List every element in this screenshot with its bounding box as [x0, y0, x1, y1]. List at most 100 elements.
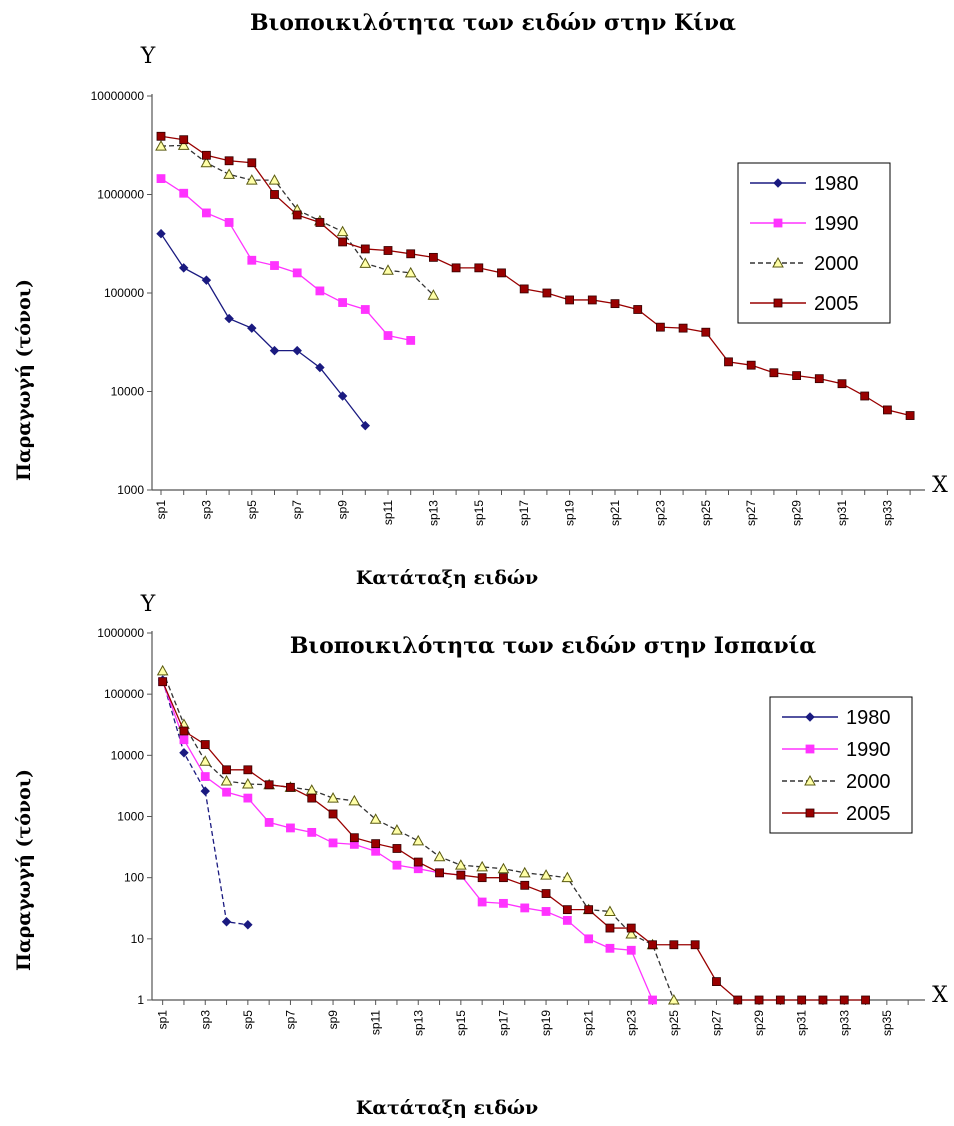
chart2-point-2000 — [455, 859, 467, 870]
chart1-point-1990 — [406, 336, 416, 345]
chart2-x-tick-label: sp29 — [752, 1010, 766, 1036]
chart2-series-line-2005 — [162, 681, 866, 1001]
chart2-point-2005 — [307, 793, 317, 803]
chart2-point-1990 — [243, 793, 253, 803]
chart2-point-2005 — [669, 940, 679, 950]
chart1-point-1980 — [224, 313, 234, 324]
chart2-legend-box — [769, 696, 913, 834]
chart2-x-tick-label: sp27 — [709, 1010, 723, 1036]
chart1-point-1990 — [270, 261, 279, 270]
chart1-x-tick-label: sp9 — [336, 500, 350, 520]
chart2-title: Βιοποικιλότητα των ειδών στην Ισπανία — [290, 633, 816, 659]
chart2-y-tick-label: 1 — [137, 993, 144, 1007]
chart2-point-1990 — [584, 934, 594, 944]
chart2-legend-label-2005: 2005 — [846, 803, 891, 825]
chart2-y-tick-label: 100 — [124, 871, 144, 885]
chart2-x-tick-label: sp11 — [369, 1010, 383, 1035]
chart1-y-tick-label: 10000000 — [91, 89, 145, 103]
chart1-x-tick-label: sp27 — [744, 500, 758, 526]
chart2-point-1990 — [179, 735, 189, 745]
chart2-point-2005 — [477, 873, 487, 883]
chart1-point-1990 — [224, 218, 234, 227]
chart2-point-2000 — [668, 993, 680, 1005]
chart2-point-2000 — [540, 869, 552, 880]
chart1-point-2005 — [701, 327, 711, 337]
chart2-point-1990 — [371, 846, 381, 856]
chart1-legend-label-1990: 1990 — [814, 213, 859, 235]
chart1-point-2005 — [406, 249, 416, 259]
chart1-point-2005 — [746, 360, 756, 370]
chart2-point-2005 — [733, 995, 743, 1005]
chart1-point-2005 — [633, 305, 643, 314]
chart2-point-1980 — [221, 917, 232, 927]
chart2-point-2005 — [690, 940, 700, 950]
chart2-point-2000 — [476, 860, 488, 872]
chart2-point-2005 — [861, 995, 870, 1005]
chart2-legend-label-2000: 2000 — [846, 771, 891, 793]
chart2-legend-marker-1990 — [805, 744, 815, 754]
chart1-point-1980 — [201, 275, 212, 285]
chart2-point-2005 — [562, 905, 572, 915]
chart1-x-axis-label: Κατάταξη ειδών — [356, 567, 538, 589]
chart2-point-2005 — [712, 977, 721, 986]
chart1-series-1980 — [156, 228, 371, 431]
chart1-point-2005 — [814, 374, 824, 384]
chart2-point-2000 — [327, 792, 339, 803]
chart1-point-2005 — [542, 288, 552, 298]
chart2-point-2005 — [349, 833, 359, 843]
chart2-x-tick-label: sp15 — [454, 1010, 468, 1036]
chart1-point-1980 — [178, 263, 189, 273]
chart2-series-2005 — [158, 677, 870, 1005]
chart2-point-2005 — [222, 765, 231, 775]
chart2-point-2000 — [604, 905, 616, 916]
chart2-point-2005 — [264, 780, 274, 790]
chart1-legend-label-2000: 2000 — [814, 253, 859, 275]
chart1-x-tick-label: sp3 — [199, 500, 213, 520]
chart2-point-1990 — [286, 823, 295, 833]
chart2-point-1990 — [648, 995, 657, 1005]
chart2-point-2000 — [156, 664, 169, 676]
chart1-x-tick-label: sp15 — [472, 500, 486, 526]
chart2-point-2000 — [242, 777, 254, 789]
chart2-point-2005 — [626, 923, 636, 933]
chart2-x-tick-label: sp35 — [880, 1010, 894, 1036]
chart1-legend-label-1980: 1980 — [814, 173, 859, 195]
chart2-x-tick-label: sp33 — [837, 1010, 851, 1036]
chart1-point-2005 — [837, 379, 847, 389]
chart1-x-tick-label: sp13 — [426, 500, 440, 526]
chart2-x-tick-label: sp5 — [241, 1010, 255, 1030]
chart1-point-2005 — [587, 295, 597, 305]
chart2-point-2005 — [775, 995, 785, 1005]
chart2-legend: 1980 1990 2000 2005 — [769, 696, 913, 834]
chart1-point-2005 — [656, 322, 665, 332]
chart2-y-tick-label: 1000000 — [97, 626, 144, 640]
chart1-point-2000 — [404, 266, 417, 278]
chart1-x-tick-label: sp11 — [381, 500, 395, 525]
chart1-point-1990 — [179, 188, 189, 198]
chart1-point-2005 — [497, 268, 506, 278]
chart2-point-1990 — [477, 897, 487, 907]
chart2-legend-marker-2005 — [805, 808, 815, 818]
chart1-point-2005 — [519, 284, 529, 294]
chart1-legend-marker-2000 — [772, 256, 784, 268]
chart1-point-1990 — [315, 286, 325, 296]
chart2-point-2005 — [499, 873, 508, 883]
chart2-series-line-1990 — [162, 681, 654, 1001]
chart2-point-1990 — [328, 838, 338, 848]
chart1-point-2005 — [769, 368, 779, 378]
chart1-point-2005 — [270, 190, 279, 199]
chart1-x-tick-label: sp17 — [517, 500, 531, 526]
chart1-y-tick-label: 100000 — [104, 286, 144, 300]
chart2-point-2005 — [328, 809, 338, 819]
chart2-legend-label-1980: 1980 — [846, 707, 891, 729]
chart1-point-1990 — [360, 305, 370, 314]
chart1-x-tick-label: sp21 — [608, 500, 622, 526]
chart1-point-2005 — [179, 135, 189, 145]
chart1-y-letter: Y — [140, 44, 156, 69]
chart1-point-1980 — [156, 228, 166, 239]
chart1-point-2000 — [336, 225, 349, 237]
chart2-point-1990 — [392, 860, 402, 870]
chart2-point-2005 — [179, 726, 189, 736]
chart2-legend-label-1990: 1990 — [846, 739, 891, 761]
chart2-point-2005 — [158, 677, 168, 687]
